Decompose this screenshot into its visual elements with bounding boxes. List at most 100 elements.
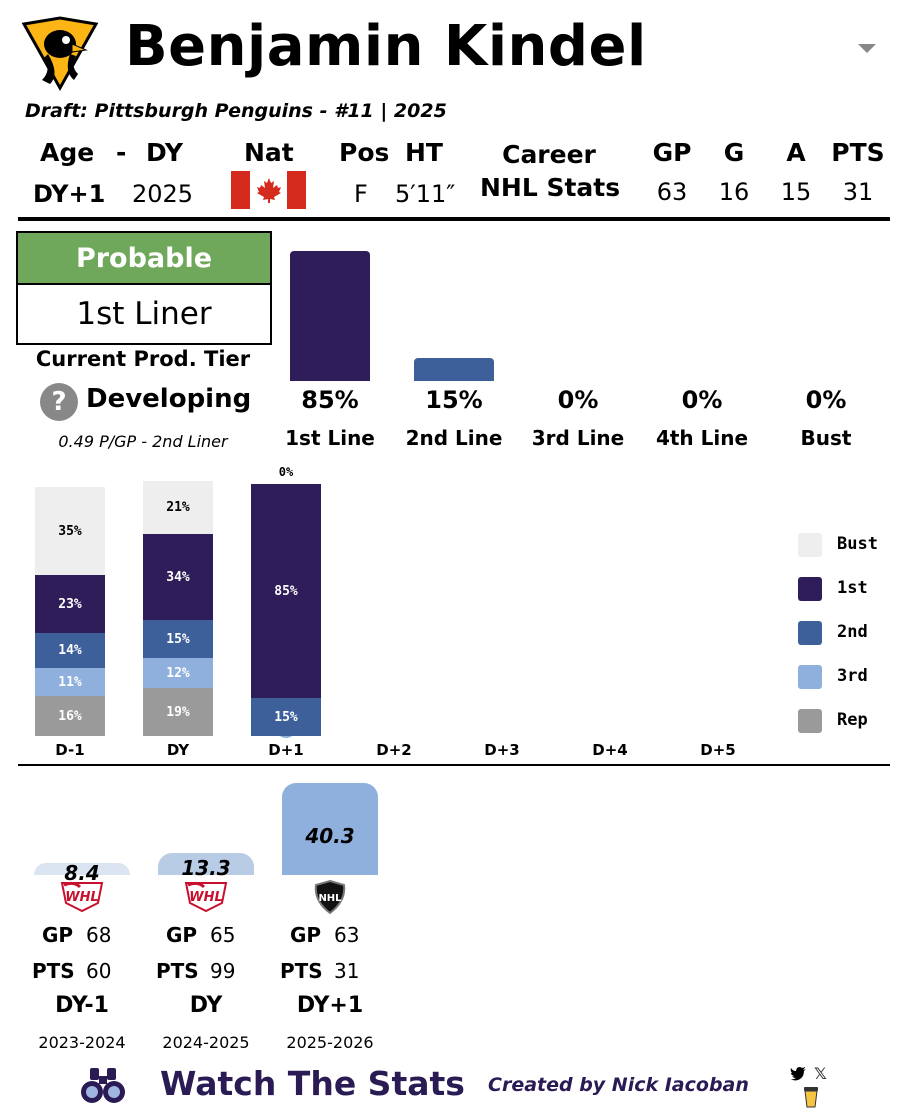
season-pts-label: PTS bbox=[32, 959, 75, 983]
legend-swatch bbox=[798, 665, 822, 689]
season-gp-label: GP bbox=[42, 923, 74, 947]
season-stats: 8.4 WHL GP 68 PTS 60 DY-1 2023-2024 13.3 WHL GP 65 P… bbox=[0, 775, 420, 1060]
stack-segment: 23% bbox=[35, 575, 105, 633]
career-gp-value: 63 bbox=[656, 178, 688, 206]
career-pts-header: PTS bbox=[831, 138, 885, 167]
outcome-pct: 15% bbox=[425, 386, 483, 414]
career-pts-value: 31 bbox=[842, 178, 874, 206]
svg-text:WHL: WHL bbox=[65, 890, 99, 905]
season-gp-value: 65 bbox=[210, 923, 236, 947]
outcome-bar bbox=[414, 358, 494, 381]
career-a-header: A bbox=[786, 138, 806, 167]
probable-tier-box: Probable 1st Liner bbox=[16, 231, 272, 345]
production-rate: 0.49 P/GP - 2nd Liner bbox=[58, 432, 228, 451]
stack-zero-label: 0% bbox=[278, 465, 294, 479]
career-g-header: G bbox=[723, 138, 745, 167]
chart-divider bbox=[18, 764, 890, 766]
stack-segment: 15% bbox=[143, 620, 213, 658]
ht-header: HT bbox=[405, 138, 443, 167]
season-metric: 8.4 bbox=[64, 861, 100, 885]
chart-category-label: D+1 bbox=[268, 741, 304, 759]
season-dy-label: DY-1 bbox=[55, 993, 109, 1018]
brand-name: Watch The Stats bbox=[160, 1064, 465, 1103]
stack-segment: 21% bbox=[143, 481, 213, 534]
chart-category-label: D+4 bbox=[592, 741, 628, 759]
x-icon[interactable]: 𝕏 bbox=[814, 1064, 827, 1083]
season-years: 2025-2026 bbox=[286, 1033, 374, 1052]
season-pts-value: 99 bbox=[210, 959, 236, 983]
nhl-logo-icon: NHL bbox=[306, 879, 354, 915]
draft-info: Draft: Pittsburgh Penguins - #11 | 2025 bbox=[25, 100, 447, 122]
nat-header: Nat bbox=[244, 138, 294, 167]
stack-segment: 35% bbox=[35, 487, 105, 575]
legend-label: 2nd bbox=[837, 622, 868, 642]
stack-segment: 19% bbox=[143, 688, 213, 736]
legend-label: Bust bbox=[837, 534, 878, 554]
season-pts-value: 60 bbox=[86, 959, 112, 983]
legend-label: Rep bbox=[837, 710, 868, 730]
career-a-value: 15 bbox=[780, 178, 812, 206]
outcome-pct: 0% bbox=[557, 386, 599, 414]
season-metric: 13.3 bbox=[181, 856, 231, 880]
season-metric: 40.3 bbox=[305, 824, 355, 848]
svg-text:NHL: NHL bbox=[318, 893, 342, 904]
legend-label: 1st bbox=[837, 578, 868, 598]
career-label-line1: Career bbox=[502, 140, 596, 169]
twitter-icon[interactable] bbox=[790, 1066, 806, 1081]
stack-segment: 15% bbox=[251, 698, 321, 736]
age-value: DY+1 bbox=[33, 180, 106, 208]
player-select-dropdown[interactable] bbox=[858, 44, 876, 53]
player-name: Benjamin Kindel bbox=[125, 14, 647, 79]
penguins-logo-icon bbox=[20, 14, 100, 94]
season-bar: 8.4 bbox=[34, 861, 130, 885]
tier-history-chart: 16%11%14%23%35%D-119%12%15%34%21%DY0%15%… bbox=[0, 458, 904, 763]
pos-value: F bbox=[354, 180, 368, 208]
chart-category-label: D+5 bbox=[700, 741, 736, 759]
binoculars-icon bbox=[80, 1066, 126, 1106]
dash-separator: - bbox=[116, 138, 127, 167]
height-value: 5′11″ bbox=[395, 180, 456, 208]
stack-segment: 11% bbox=[35, 668, 105, 696]
dy-header: DY bbox=[146, 138, 184, 167]
dy-value: 2025 bbox=[132, 180, 194, 208]
development-status: Developing bbox=[86, 384, 252, 414]
season-years: 2024-2025 bbox=[162, 1033, 250, 1052]
whl-logo-icon: WHL bbox=[58, 879, 106, 915]
career-g-value: 16 bbox=[718, 178, 750, 206]
outcome-pct: 85% bbox=[301, 386, 359, 414]
season-pts-value: 31 bbox=[334, 959, 360, 983]
svg-text:WHL: WHL bbox=[189, 890, 223, 905]
age-header: Age bbox=[40, 138, 95, 167]
question-icon[interactable]: ? bbox=[40, 383, 78, 421]
season-dy-label: DY bbox=[189, 993, 223, 1018]
whl-logo-icon: WHL bbox=[182, 879, 230, 915]
outcome-label: Bust bbox=[800, 426, 852, 450]
coffee-icon[interactable] bbox=[803, 1086, 819, 1108]
tier-value: 1st Liner bbox=[18, 283, 270, 343]
legend-label: 3rd bbox=[837, 666, 868, 686]
outcome-bar bbox=[290, 251, 370, 381]
stack-segment: 12% bbox=[143, 658, 213, 688]
legend-swatch bbox=[798, 621, 822, 645]
outcome-label: 4th Line bbox=[655, 426, 749, 450]
canada-flag-icon bbox=[231, 171, 306, 209]
career-label-line2: NHL Stats bbox=[480, 173, 621, 202]
season-gp-label: GP bbox=[290, 923, 322, 947]
season-bar: 40.3 bbox=[282, 783, 378, 875]
credit-line: Created by Nick Iacoban bbox=[488, 1074, 749, 1096]
current-tier-label: Current Prod. Tier bbox=[35, 347, 251, 371]
season-gp-value: 68 bbox=[86, 923, 112, 947]
outcome-chart: 85% 1st Line 15% 2nd Line 0% 3rd Line 0% 4th Li… bbox=[270, 248, 900, 458]
chart-category-label: D+2 bbox=[376, 741, 412, 759]
chart-category-label: DY bbox=[166, 741, 190, 759]
season-dy-label: DY+1 bbox=[296, 993, 364, 1018]
chart-category-label: D-1 bbox=[55, 741, 85, 759]
chart-category-label: D+3 bbox=[484, 741, 520, 759]
pos-header: Pos bbox=[339, 138, 390, 167]
outcome-pct: 0% bbox=[805, 386, 847, 414]
season-pts-label: PTS bbox=[280, 959, 323, 983]
legend-swatch bbox=[798, 533, 822, 557]
legend-swatch bbox=[798, 709, 822, 733]
stack-segment: 85% bbox=[251, 484, 321, 698]
outcome-label: 1st Line bbox=[285, 426, 375, 450]
